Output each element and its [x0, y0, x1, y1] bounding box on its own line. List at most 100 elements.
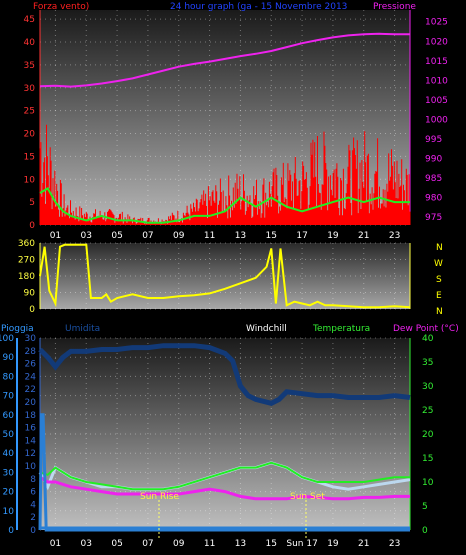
temp-tick-label: 0: [422, 526, 428, 536]
x-tick-label: 05: [111, 231, 122, 241]
dewpoint-series: [39, 475, 410, 501]
humidity-tick-label: 20: [25, 398, 37, 408]
humidity-tick-label: 30: [25, 334, 37, 344]
humidity-tick-label: 18: [25, 411, 37, 421]
humidity-tick-label: 8: [30, 475, 36, 485]
rain-pct-tick-label: 100: [0, 334, 14, 344]
y-left-tick-label: 5: [29, 198, 35, 208]
humidity-tick-label: 26: [25, 360, 37, 370]
y-right-tick-label: 1010: [425, 76, 448, 86]
rain-pct-tick-label: 80: [3, 372, 15, 382]
y-right-tick-label: 995: [425, 135, 442, 145]
y-right-tick-label: 1015: [425, 57, 448, 67]
rain-series: [38, 413, 410, 532]
rain-title: Pioggia: [1, 324, 34, 334]
direction-tick-label: 360: [18, 239, 35, 249]
x-tick-label: 07: [142, 539, 153, 549]
temp-tick-label: 20: [422, 430, 434, 440]
rain-pct-tick-label: 90: [3, 353, 15, 363]
wind-speed-title: Forza vento): [33, 2, 89, 12]
x-tick-label: 17: [296, 231, 307, 241]
rain-pct-tick-label: 30: [3, 468, 15, 478]
x-tick-label: 15: [266, 231, 277, 241]
humidity-title: Umidita: [65, 324, 100, 334]
humidity-series: [38, 343, 411, 406]
direction-tick-label: 270: [18, 256, 35, 266]
humidity-tick-label: 12: [25, 449, 36, 459]
wind-direction-series: [39, 243, 411, 309]
rain-pct-tick-label: 0: [8, 526, 14, 536]
humidity-tick-label: 2: [30, 513, 36, 523]
temp-tick-label: 40: [422, 334, 434, 344]
temp-tick-label: 5: [422, 502, 428, 512]
temp-tick-label: 25: [422, 406, 433, 416]
humidity-tick-label: 22: [25, 385, 36, 395]
x-tick-label: 11: [204, 231, 215, 241]
humidity-tick-label: 10: [25, 462, 37, 472]
humidity-tick-label: 24: [25, 372, 37, 382]
y-right-tick-label: 1025: [425, 18, 448, 28]
humidity-tick-label: 6: [30, 488, 36, 498]
compass-e: E: [436, 291, 442, 301]
rain-pct-tick-label: 50: [3, 430, 15, 440]
x-tick-label: 13: [235, 539, 246, 549]
x-tick-label: 23: [389, 539, 400, 549]
y-left-tick-label: 10: [24, 175, 36, 185]
rain-pct-tick-label: 60: [3, 411, 15, 421]
rain-pct-tick-label: 40: [3, 449, 15, 459]
x-tick-label: 09: [173, 539, 185, 549]
direction-tick-label: 180: [18, 272, 35, 282]
compass-n-top: N: [436, 243, 443, 253]
y-right-tick-label: 985: [425, 174, 442, 184]
x-tick-label: 21: [358, 231, 369, 241]
compass-w: W: [434, 259, 443, 269]
direction-tick-label: 0: [29, 305, 35, 315]
x-tick-label: 05: [111, 539, 122, 549]
x-tick-label: 01: [50, 539, 61, 549]
x-tick-label: 13: [235, 231, 246, 241]
rain-pct-tick-label: 10: [3, 507, 15, 517]
y-left-tick-label: 15: [24, 152, 35, 162]
x-tick-label: 03: [81, 539, 92, 549]
y-left-tick-label: 40: [24, 38, 36, 48]
x-tick-label: 15: [266, 539, 277, 549]
chart-title: 24 hour graph (ga - 15 Novembre 2013: [170, 2, 347, 12]
y-right-tick-label: 975: [425, 213, 442, 223]
temperature-title: Temperatura: [312, 324, 370, 334]
y-right-tick-label: 990: [425, 155, 442, 165]
y-left-tick-label: 25: [24, 107, 35, 117]
humidity-tick-label: 4: [30, 500, 36, 510]
wind-speed-series: [39, 124, 411, 225]
y-left-tick-label: 45: [24, 15, 35, 25]
y-right-tick-label: 1020: [425, 37, 448, 47]
y-left-tick-label: 35: [24, 61, 35, 71]
direction-tick-label: 90: [24, 289, 36, 299]
rain-pct-tick-label: 70: [3, 392, 15, 402]
humidity-tick-label: 16: [25, 424, 37, 434]
compass-s: S: [436, 275, 442, 285]
y-left-tick-label: 0: [29, 221, 35, 231]
wind-gust-series: [39, 187, 410, 224]
y-right-tick-label: 1000: [425, 115, 448, 125]
x-tick-label: 19: [327, 539, 339, 549]
x-tick-label: 09: [173, 231, 185, 241]
x-tick-label: 07: [142, 231, 153, 241]
temp-tick-label: 30: [422, 382, 434, 392]
y-right-tick-label: 1005: [425, 96, 448, 106]
windchill-title: Windchill: [246, 324, 287, 334]
x-tick-label: 11: [204, 539, 215, 549]
sunrise-label: Sun Rise: [140, 492, 179, 502]
sunset-label: Sun Set: [290, 492, 325, 502]
x-tick-label: 01: [50, 231, 61, 241]
pressure-series: [39, 32, 410, 88]
humidity-tick-label: 14: [25, 436, 37, 446]
temperature-series: [39, 461, 410, 491]
pressure-title: Pressione: [373, 2, 416, 12]
x-tick-label: Sun 17: [286, 539, 317, 549]
temp-tick-label: 15: [422, 454, 433, 464]
y-left-tick-label: 30: [24, 84, 36, 94]
humidity-tick-label: 28: [25, 347, 37, 357]
rain-pct-tick-label: 20: [3, 488, 15, 498]
humidity-tick-label: 0: [30, 526, 36, 536]
